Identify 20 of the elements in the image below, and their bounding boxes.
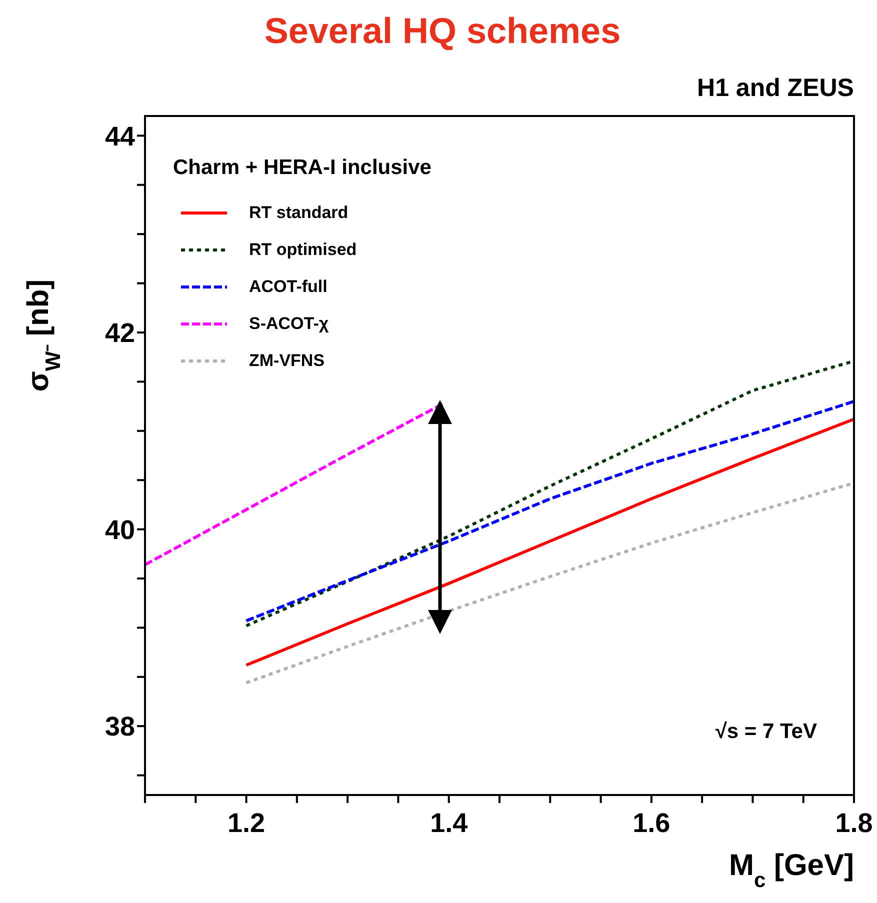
legend-title: Charm + HERA-I inclusive	[173, 156, 432, 180]
annotation: √s = 7 TeV	[715, 720, 817, 743]
legend-label: ZM-VFNS	[249, 350, 325, 370]
chart-title: Several HQ schemes	[263, 10, 622, 52]
y-tick-label: 40	[104, 514, 135, 545]
line-series	[244, 418, 854, 667]
y-tick-label: 38	[104, 712, 135, 742]
legend-label: RT optimised	[249, 240, 357, 260]
legend-label: RT standard	[249, 202, 348, 222]
chart-subtitle: H1 and ZEUS	[697, 74, 854, 103]
x-tick-label: 1.2	[228, 808, 266, 838]
legend-label: S-ACOT-χ	[249, 314, 329, 334]
y-tick-label: 44	[104, 121, 135, 152]
x-axis-title: M$_{c}$ [GeV]	[728, 849, 854, 892]
y-tick-label: 42	[104, 318, 135, 348]
x-tick-label: 1.4	[430, 808, 468, 838]
legend-label: ACOT-full	[249, 276, 328, 296]
x-tick-label: 1.8	[835, 808, 873, 838]
x-tick-label: 1.6	[632, 808, 670, 838]
line-series	[244, 400, 854, 622]
